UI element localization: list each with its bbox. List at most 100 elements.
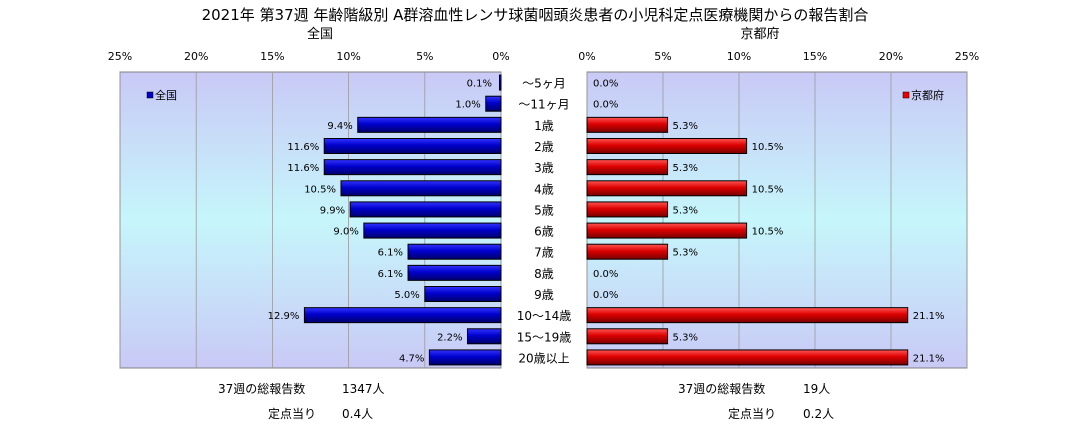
kyoto-data-label: 10.5% (752, 227, 784, 238)
kyoto-tick-label: 0% (578, 50, 595, 63)
age-category-label: 2歳 (534, 140, 554, 154)
national-tick-label: 25% (108, 50, 132, 63)
kyoto-panel-title: 京都府 (740, 27, 779, 42)
national-bar (428, 349, 502, 366)
kyoto-tick-label: 10% (727, 50, 751, 63)
kyoto-plot-area (586, 71, 968, 369)
age-category-label: ～11ヶ月 (518, 98, 569, 112)
national-data-label: 6.1% (378, 248, 403, 259)
kyoto-bar (586, 159, 669, 176)
national-tick-label: 15% (260, 50, 284, 63)
national-bar (323, 138, 502, 154)
age-category-label: 6歳 (534, 225, 554, 239)
national-bar (303, 307, 502, 324)
national-data-label: 6.1% (378, 269, 403, 280)
age-category-label: 1歳 (534, 119, 554, 133)
kyoto-legend: 京都府 (902, 88, 944, 102)
kyoto-data-label: 0.0% (593, 100, 618, 111)
kyoto-data-label: 10.5% (752, 142, 784, 153)
kyoto-bar (586, 328, 669, 345)
kyoto-bar (586, 243, 669, 260)
national-bar (357, 116, 502, 133)
national-data-label: 9.4% (327, 121, 352, 132)
national-tick-label: 5% (416, 50, 433, 63)
national-legend-label: 全国 (155, 88, 177, 102)
kyoto-bar (586, 201, 669, 218)
national-per-site-value: 0.4人 (342, 407, 373, 421)
kyoto-tick-label: 15% (803, 50, 827, 63)
kyoto-data-label: 0.0% (593, 79, 618, 90)
kyoto-tick-label: 20% (879, 50, 903, 63)
age-category-label: 10～14歳 (517, 309, 572, 323)
age-category-label: 20歳以上 (518, 351, 569, 365)
national-panel: 25% 20% 15% 10% 5% 0% 0.1% 1.0% 9.4% 11.6% 11.6% 10… (108, 50, 510, 369)
national-data-label: 9.9% (320, 205, 345, 216)
age-category-label: 4歳 (534, 182, 554, 196)
national-bar (407, 243, 502, 260)
national-data-label: 9.0% (333, 227, 358, 238)
kyoto-bar (586, 116, 669, 133)
national-footer: 37週の総報告数 1347人 定点当り 0.4人 (218, 381, 385, 421)
national-tick-label: 20% (184, 50, 208, 63)
national-total-value: 1347人 (342, 382, 385, 396)
national-legend-swatch (146, 91, 154, 99)
age-category-label: 15～19歳 (517, 330, 572, 344)
age-category-label: 8歳 (534, 267, 554, 281)
national-data-label: 0.1% (467, 79, 492, 90)
age-category-labels: ～5ヶ月 ～11ヶ月 1歳 2歳 3歳 4歳 5歳 6歳 7歳 8歳 9歳 10～14歳 15～19歳 2… (517, 77, 572, 366)
age-category-label: 9歳 (534, 288, 554, 302)
kyoto-legend-label: 京都府 (911, 88, 944, 102)
age-category-label: 3歳 (534, 161, 554, 175)
kyoto-data-label: 0.0% (593, 269, 618, 280)
kyoto-data-label: 10.5% (752, 184, 784, 195)
national-legend: 全国 (146, 88, 177, 102)
national-bar (498, 74, 502, 91)
kyoto-bar (586, 222, 748, 239)
kyoto-bar (586, 180, 748, 197)
national-plot-area (119, 71, 502, 369)
kyoto-legend-swatch (902, 91, 910, 99)
national-bar (349, 201, 502, 218)
national-total-label: 37週の総報告数 (218, 381, 305, 396)
kyoto-data-label: 5.3% (673, 248, 698, 259)
national-bar (363, 222, 502, 239)
national-bar (424, 286, 502, 302)
kyoto-data-label: 5.3% (673, 205, 698, 216)
national-data-label: 1.0% (455, 100, 480, 111)
national-data-label: 2.2% (437, 332, 462, 343)
kyoto-data-label: 0.0% (593, 290, 618, 301)
age-category-label: ～5ヶ月 (522, 77, 566, 91)
national-data-label: 4.7% (399, 353, 424, 364)
national-panel-title: 全国 (307, 26, 333, 42)
national-bar (340, 180, 502, 197)
kyoto-footer: 37週の総報告数 19人 定点当り 0.2人 (678, 381, 834, 421)
national-data-label: 11.6% (287, 142, 319, 153)
kyoto-total-value: 19人 (803, 382, 830, 396)
chart-title: 2021年 第37週 年齢階級別 A群溶血性レンサ球菌咽頭炎患者の小児科定点医療… (202, 6, 869, 24)
kyoto-per-site-value: 0.2人 (803, 407, 834, 421)
age-category-label: 7歳 (534, 246, 554, 260)
national-data-label: 12.9% (268, 311, 300, 322)
national-tick-label: 0% (492, 50, 509, 63)
kyoto-data-label: 5.3% (673, 121, 698, 132)
national-data-label: 10.5% (304, 184, 336, 195)
national-tick-label: 10% (336, 50, 360, 63)
kyoto-panel: 25% 20% 15% 10% 5% 0% 0.0% 0.0% 5.3% 10.5% 5.3% 10.… (578, 50, 979, 369)
age-category-label: 5歳 (534, 203, 554, 217)
kyoto-bar (586, 349, 909, 366)
kyoto-bar (586, 307, 909, 324)
national-bar (323, 159, 502, 176)
kyoto-data-label: 21.1% (913, 311, 945, 322)
national-bar (407, 264, 502, 281)
kyoto-tick-label: 25% (955, 50, 979, 63)
national-bar (466, 328, 502, 345)
kyoto-data-label: 5.3% (673, 163, 698, 174)
national-data-label: 11.6% (287, 163, 319, 174)
national-bar (485, 95, 502, 112)
kyoto-data-label: 21.1% (913, 353, 945, 364)
national-per-site-label: 定点当り (268, 406, 316, 421)
kyoto-data-label: 5.3% (673, 332, 698, 343)
kyoto-total-label: 37週の総報告数 (678, 381, 765, 396)
kyoto-bar (586, 138, 748, 154)
